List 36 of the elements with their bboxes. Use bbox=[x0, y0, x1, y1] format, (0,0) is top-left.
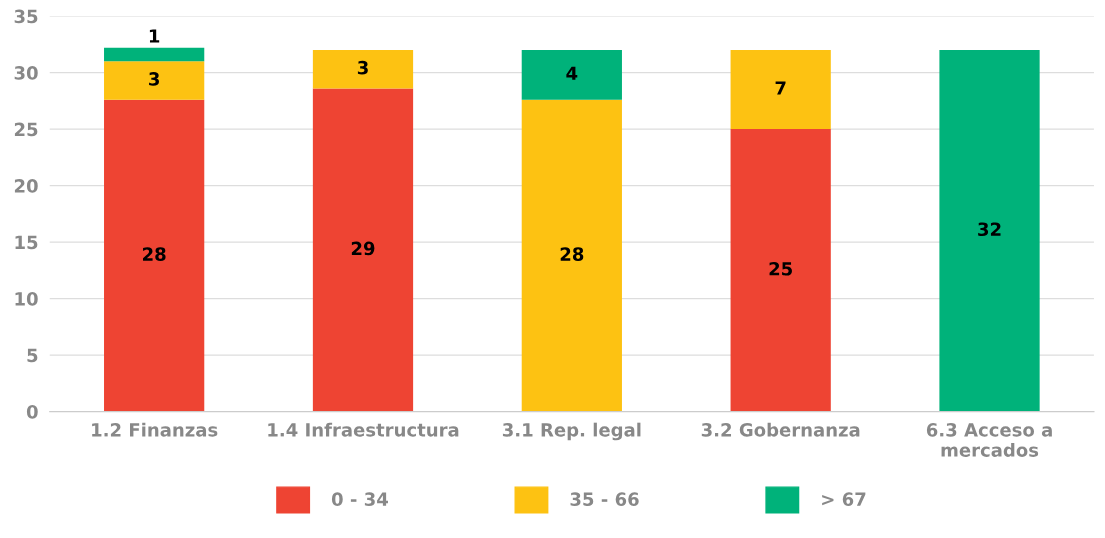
x-tick-label: 6.3 Acceso a mercados bbox=[926, 423, 1052, 457]
y-tick-label: 0 bbox=[26, 405, 38, 419]
bar bbox=[521, 50, 622, 100]
bar bbox=[312, 88, 414, 412]
bar bbox=[939, 50, 1040, 412]
bar bbox=[312, 50, 414, 89]
bar bbox=[730, 50, 831, 130]
bar bbox=[521, 99, 622, 412]
data-label: 7 bbox=[775, 81, 786, 95]
data-label: 25 bbox=[769, 261, 792, 276]
data-label: 28 bbox=[560, 247, 584, 261]
y-tick-label: 30 bbox=[14, 66, 38, 80]
data-label: 28 bbox=[143, 247, 166, 261]
y-tick-label: 35 bbox=[14, 9, 38, 24]
data-label: 3 bbox=[149, 72, 159, 86]
bar bbox=[104, 61, 205, 100]
y-tick-label: 15 bbox=[15, 235, 38, 250]
y-tick-label: 10 bbox=[15, 292, 38, 306]
data-label: 4 bbox=[566, 66, 578, 80]
y-tick-label: 20 bbox=[14, 179, 38, 193]
legend-label: 35 - 66 bbox=[570, 492, 639, 506]
x-tick-label: 3.1 Rep. legal bbox=[502, 422, 641, 441]
data-label: 3 bbox=[357, 60, 368, 75]
data-label: 32 bbox=[978, 222, 1001, 237]
y-tick-label: 25 bbox=[14, 122, 38, 137]
data-label: 1 bbox=[149, 29, 160, 43]
legend-label: > 67 bbox=[822, 492, 866, 506]
y-tick-label: 5 bbox=[27, 348, 38, 363]
data-label: 29 bbox=[351, 241, 375, 256]
x-tick-label: 3.2 Gobernanza bbox=[701, 422, 860, 437]
bar bbox=[104, 47, 205, 62]
bar bbox=[730, 129, 831, 412]
legend-label: 0 - 34 bbox=[331, 492, 388, 506]
x-tick-label: 1.2 Finanzas bbox=[92, 422, 218, 437]
bar bbox=[104, 99, 205, 412]
x-tick-label: 1.4 Infraestructura bbox=[268, 422, 459, 437]
